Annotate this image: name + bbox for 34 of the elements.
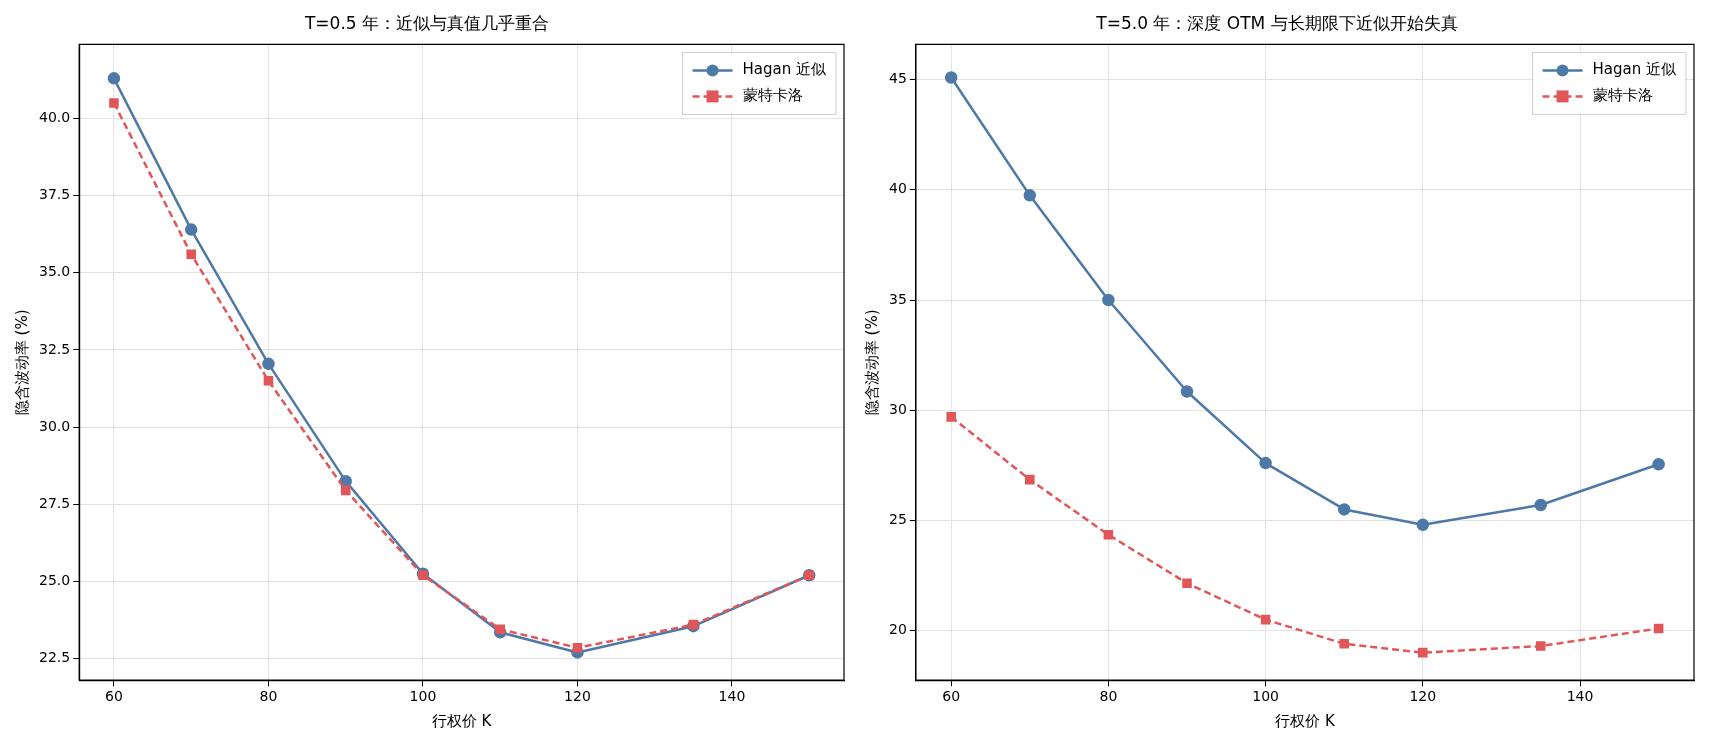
legend-label: 蒙特卡洛 [742, 86, 803, 105]
y-tick-label: 37.5 [39, 186, 71, 203]
y-tick-label: 45 [888, 70, 907, 87]
x-tick-label: 60 [942, 688, 961, 705]
x-tick-label: 120 [564, 688, 591, 705]
x-tick-label: 140 [718, 688, 746, 705]
legend-label: Hagan 近似 [1592, 60, 1677, 79]
x-tick-label: 100 [1252, 688, 1279, 705]
y-tick-label: 25 [888, 511, 907, 528]
x-tick-label: 60 [105, 688, 123, 705]
chart-title: T=5.0 年：深度 OTM 与长期限下近似开始失真 [1095, 12, 1458, 33]
y-tick-label: 32.5 [39, 340, 71, 357]
x-tick-label: 120 [1409, 688, 1437, 705]
y-tick-label: 30.0 [39, 417, 71, 434]
y-axis-title: 隐含波动率 (%) [862, 309, 881, 416]
x-tick-label: 100 [409, 688, 437, 705]
y-tick-label: 35 [888, 290, 907, 307]
x-tick-label: 140 [1566, 688, 1594, 705]
x-axis-title: 行权价 K [431, 711, 493, 730]
y-tick-label: 30 [888, 400, 907, 417]
y-tick-label: 35.0 [39, 263, 71, 280]
y-tick-label: 40.0 [39, 109, 71, 126]
y-tick-label: 20 [888, 621, 907, 638]
x-tick-label: 80 [1099, 688, 1118, 705]
y-tick-label: 40 [888, 180, 907, 197]
y-tick-label: 22.5 [39, 649, 71, 666]
y-tick-label: 25.0 [39, 572, 71, 589]
legend-label: Hagan 近似 [742, 60, 827, 79]
x-tick-label: 80 [259, 688, 278, 705]
y-axis-title: 隐含波动率 (%) [12, 309, 31, 416]
y-tick-label: 27.5 [39, 494, 71, 511]
chart-title: T=0.5 年：近似与真值几乎重合 [303, 12, 550, 33]
x-axis-title: 行权价 K [1275, 711, 1336, 730]
legend-label: 蒙特卡洛 [1592, 86, 1653, 105]
